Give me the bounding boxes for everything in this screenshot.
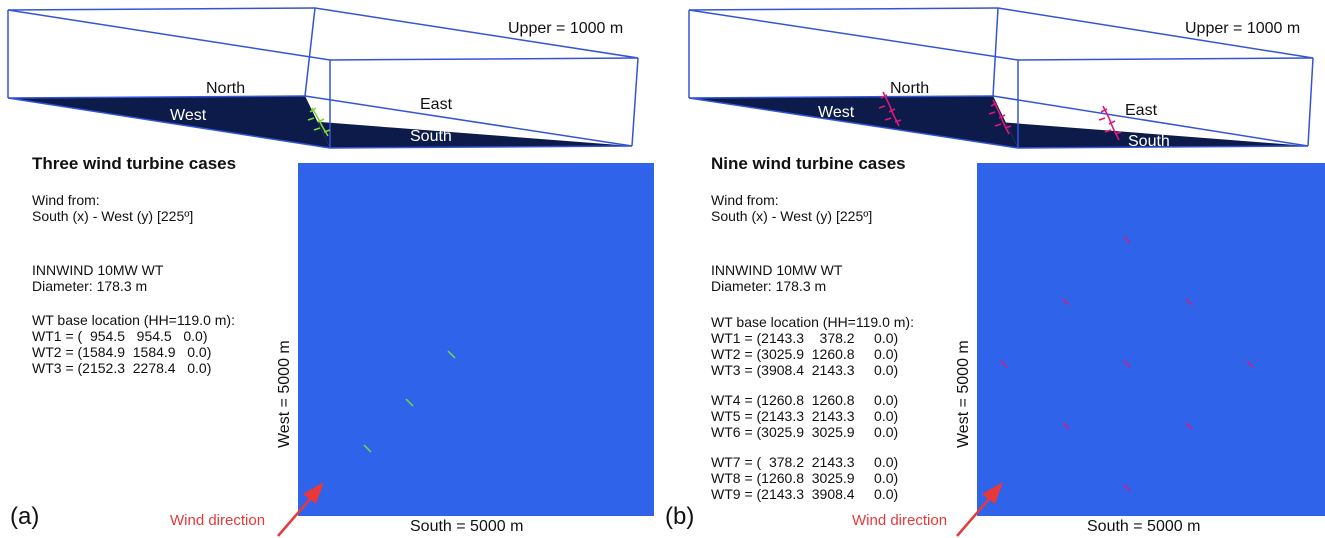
turbine-marker [1185,422,1193,430]
turbine-marker-wt1 [363,444,372,453]
turbine-marker [1062,298,1070,306]
turbine-row-wt5: WT5 = (2143.3 2143.3 0.0) [711,408,899,424]
base-location-header: WT base location (HH=119.0 m): [711,314,914,330]
face-north-label: North [206,80,246,97]
turbine-marker [1123,360,1131,368]
turbine-wake-sketch [307,107,331,137]
panel-letter: (b) [665,503,695,530]
face-east-label: East [1125,102,1158,119]
case-title: Three wind turbine cases [32,154,237,173]
box-edges [688,7,1314,149]
case-title: Nine wind turbine cases [711,154,906,173]
turbine-model: INNWIND 10MW WT [711,262,843,278]
turbine-marker-wt2 [405,398,414,407]
turbine-row-wt6: WT6 = (3025.9 3025.9 0.0) [711,424,899,440]
face-west-label: West [170,107,207,124]
wind-from-label: Wind from: [32,192,100,208]
panel-letter: (a) [10,503,40,530]
turbine-row-wt7: WT7 = ( 378.2 2143.3 0.0) [711,454,899,470]
face-east-label: East [420,96,453,113]
turbine-marker [1185,298,1193,306]
turbine-row-wt1: WT1 = ( 954.5 954.5 0.0) [32,328,208,344]
turbine-row-wt2: WT2 = (3025.9 1260.8 0.0) [711,346,899,362]
turbine-marker-wt3 [447,350,456,359]
turbine-markers [1000,236,1254,492]
turbine-marker [1000,360,1008,368]
wind-arrow [277,482,324,537]
face-west-label: West [818,104,855,121]
wind-direction-label: Wind direction [852,512,948,529]
turbine-marker [1246,360,1254,368]
domain-box-3d [7,7,639,149]
wind-from-label: Wind from: [711,192,779,208]
turbine-diameter: Diameter: 178.3 m [32,278,148,294]
upper-boundary-label: Upper = 1000 m [508,20,624,37]
south-axis-label: South = 5000 m [1087,518,1201,535]
panel-three-turbines: Upper = 1000 m North West East South Thr… [0,0,662,538]
turbine-marker [1123,236,1131,244]
horizontal-domain [298,163,654,516]
turbine-row-wt4: WT4 = (1260.8 1260.8 0.0) [711,392,899,408]
turbine-marker [1062,422,1070,430]
base-location-header: WT base location (HH=119.0 m): [32,312,235,328]
turbine-markers [363,350,456,453]
box-edges [7,7,639,149]
wind-direction-label: Wind direction [170,512,266,529]
turbine-row-wt2: WT2 = (1584.9 1584.9 0.0) [32,344,212,360]
wind-from-value: South (x) - West (y) [225º] [32,208,194,224]
turbine-row-wt1: WT1 = (2143.3 378.2 0.0) [711,330,899,346]
turbine-row-wt9: WT9 = (2143.3 3908.4 0.0) [711,486,899,502]
turbine-row-wt3: WT3 = (3908.4 2143.3 0.0) [711,362,899,378]
horizontal-domain [977,163,1325,516]
turbine-marker [1123,484,1131,492]
turbine-wake-sketch [878,91,1122,141]
face-north-label: North [890,80,930,97]
upper-boundary-label: Upper = 1000 m [1185,20,1301,37]
turbine-model: INNWIND 10MW WT [32,262,164,278]
turbine-row-wt8: WT8 = (1260.8 3025.9 0.0) [711,470,899,486]
south-axis-label: South = 5000 m [410,518,524,535]
face-south-label: South [410,128,452,145]
face-south-label: South [1128,133,1170,150]
wind-arrow [956,482,1003,537]
domain-box-3d [688,7,1314,149]
wind-from-value: South (x) - West (y) [225º] [711,208,873,224]
panel-nine-turbines: Upper = 1000 m North West East South Nin… [663,0,1325,538]
turbine-diameter: Diameter: 178.3 m [711,278,827,294]
turbine-row-wt3: WT3 = (2152.3 2278.4 0.0) [32,360,212,376]
